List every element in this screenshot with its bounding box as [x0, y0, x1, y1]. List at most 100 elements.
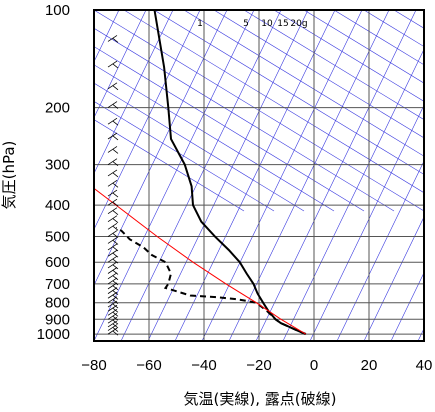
plot-frame — [93, 9, 425, 342]
wind-barb — [112, 135, 119, 141]
wind-barb — [107, 146, 118, 153]
series-line-3 — [94, 187, 307, 335]
wind-barb — [112, 285, 119, 291]
mixing-ratio-label: 20g — [290, 19, 307, 29]
wind-barb — [112, 210, 119, 215]
reference-line — [309, 104, 424, 341]
wind-barb — [112, 104, 119, 109]
x-tick-labels: −80 −60 −40 −20 0 20 40 — [81, 357, 432, 374]
wind-barb — [107, 158, 118, 165]
y-tick-label: 200 — [45, 100, 70, 117]
reference-line — [228, 10, 390, 341]
wind-barb — [112, 226, 119, 231]
reference-line — [120, 10, 282, 341]
wind-barb — [107, 267, 118, 274]
reference-line — [94, 10, 255, 341]
wind-barb — [112, 258, 119, 264]
wind-barb — [107, 207, 118, 215]
profile-lines — [94, 10, 307, 336]
wind-barb — [112, 280, 119, 286]
wind-barb — [112, 240, 119, 245]
wind-barb — [112, 201, 119, 207]
x-tick-label: 0 — [310, 357, 318, 374]
wind-barb — [107, 272, 118, 280]
reference-line — [201, 10, 363, 341]
x-tick-label: −80 — [81, 357, 106, 374]
wind-barb — [107, 223, 118, 230]
reference-line — [390, 272, 424, 341]
reference-line — [94, 10, 201, 230]
y-tick-label: 1000 — [37, 326, 70, 343]
wind-barb — [107, 198, 118, 206]
series-line-2 — [115, 226, 307, 336]
wind-barb — [112, 63, 119, 69]
y-tick-label: 100 — [45, 2, 70, 19]
x-axis-label: 気温(実線), 露点(破線) — [184, 390, 337, 408]
wind-barb — [107, 324, 118, 331]
wind-barb — [107, 291, 118, 299]
wind-barb — [107, 309, 118, 316]
wind-barb — [107, 101, 118, 108]
reference-line — [94, 119, 245, 212]
wind-barb — [107, 261, 118, 269]
wind-barb — [107, 282, 118, 290]
wind-barb — [112, 246, 119, 252]
wind-barb — [112, 38, 119, 43]
reference-line — [123, 10, 424, 194]
reference-line — [333, 10, 424, 66]
wind-barbs — [107, 10, 119, 336]
y-tick-label: 900 — [45, 311, 70, 328]
x-tick-label: −40 — [191, 357, 216, 374]
reference-line — [423, 10, 424, 11]
reference-line — [282, 48, 424, 341]
wind-barb — [112, 330, 119, 336]
mixing-ratio-label: 1 — [197, 19, 203, 29]
reference-line — [147, 10, 309, 341]
wind-barb — [112, 264, 119, 270]
reference-line — [273, 10, 424, 102]
reference-line — [183, 10, 424, 157]
reference-line — [417, 327, 424, 341]
wind-barb — [107, 312, 118, 320]
mixing-ratio-labels: 1 5 10 15 20g — [197, 19, 307, 29]
wind-barb — [112, 218, 119, 224]
mixing-ratio-label: 15 — [277, 19, 288, 29]
wind-barb — [112, 161, 119, 166]
reference-line — [303, 10, 424, 84]
wind-barb — [107, 255, 118, 263]
reference-line — [94, 46, 365, 212]
wind-barb — [107, 180, 118, 187]
x-tick-label: −20 — [246, 357, 271, 374]
wind-barb — [107, 35, 118, 42]
mixing-ratio-label: 10 — [261, 19, 273, 29]
wind-barb — [112, 252, 119, 258]
reference-line — [363, 216, 424, 341]
y-tick-label: 700 — [45, 276, 70, 293]
wind-barb — [107, 243, 118, 251]
wind-barb — [112, 275, 119, 281]
wind-barb — [107, 189, 118, 197]
y-tick-label: 400 — [45, 197, 70, 214]
wind-barb — [107, 82, 118, 90]
wind-barb — [107, 287, 118, 294]
reference-line — [94, 10, 147, 119]
reference-line — [94, 27, 395, 212]
wind-barb — [107, 60, 118, 68]
mixing-ratio-label: 5 — [243, 19, 249, 29]
wind-barb — [107, 300, 118, 308]
wind-barb — [107, 327, 118, 335]
wind-barb — [107, 316, 118, 324]
wind-barb — [107, 117, 118, 125]
wind-barb — [107, 304, 118, 312]
reference-line — [336, 160, 424, 341]
wind-barb — [107, 169, 118, 177]
y-tick-label: 800 — [45, 295, 70, 312]
reference-line — [94, 82, 305, 212]
y-tick-label: 500 — [45, 229, 70, 246]
y-tick-label: 600 — [45, 254, 70, 271]
reference-line — [94, 10, 228, 286]
y-tick-label: 300 — [45, 157, 70, 174]
series-line-1 — [153, 10, 307, 336]
